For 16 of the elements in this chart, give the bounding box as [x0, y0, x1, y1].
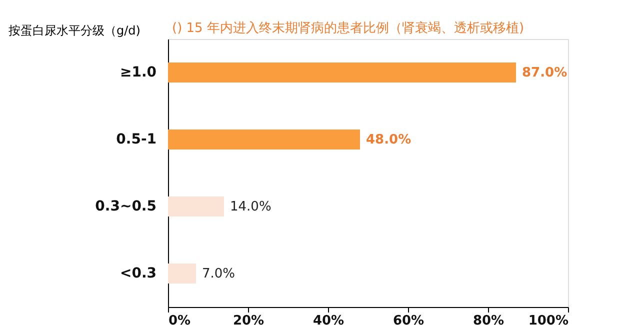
y-tick-label: 0.3~0.5 [95, 198, 156, 214]
x-tick-label: 80% [472, 314, 504, 325]
data-label: 87.0% [522, 66, 568, 80]
y-tick-label: 0.5-1 [116, 132, 156, 148]
data-label: 14.0% [230, 200, 272, 214]
y-tick-label: ≥1.0 [120, 64, 157, 80]
data-label: 48.0% [366, 132, 412, 148]
x-tick-label: 20% [232, 314, 264, 325]
chart-title: () 15 年内进入终末期肾病的患者比例（肾衰竭、透析或移植) [172, 20, 524, 36]
x-tick-label: 40% [312, 314, 344, 325]
x-tick-label: 60% [392, 314, 424, 325]
y-tick-label: <0.3 [120, 266, 156, 282]
x-tick-label: 0% [168, 314, 191, 325]
data-label: 7.0% [202, 266, 236, 282]
x-tick-label: 100% [528, 314, 568, 325]
y-axis-title: 按蛋白尿水平分级（g/d) [8, 24, 140, 38]
